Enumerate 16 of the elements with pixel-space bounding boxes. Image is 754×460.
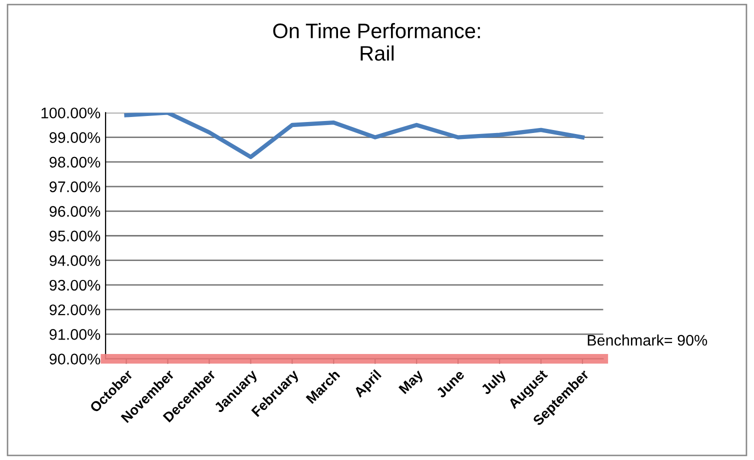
x-tick-label: May <box>398 368 426 396</box>
y-tick-label: 95.00% <box>50 230 100 242</box>
y-tick-label: 100.00% <box>42 108 100 118</box>
line-series <box>124 112 585 160</box>
ref-line-label: Benchmark= 90% <box>588 334 708 346</box>
chart-title: On Time Performance: Rail <box>273 23 480 61</box>
y-tick-label: 99.00% <box>50 132 100 143</box>
y-tick-label: 94.00% <box>50 255 100 266</box>
y-tick-label: 92.00% <box>50 304 100 316</box>
y-tick-label: 91.00% <box>50 329 100 340</box>
x-tick-label: July <box>480 368 509 398</box>
y-tick-label: 93.00% <box>50 280 100 291</box>
y-tick-label: 90.00% <box>50 354 100 364</box>
y-tick-label: 98.00% <box>50 156 100 168</box>
y-tick-label: 96.00% <box>50 206 100 217</box>
y-tick-label: 97.00% <box>50 181 100 192</box>
